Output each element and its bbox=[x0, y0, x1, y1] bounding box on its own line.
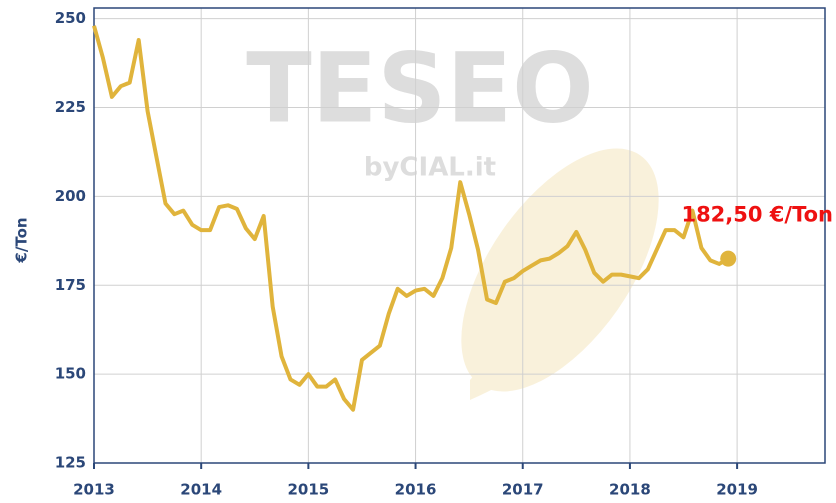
y-tick-label: 150 bbox=[55, 365, 86, 383]
x-tick-label: 2013 bbox=[73, 481, 115, 499]
y-axis-title: €/Ton bbox=[13, 217, 31, 263]
plot-frame bbox=[93, 7, 826, 464]
watermark: TESEO bbox=[246, 32, 593, 144]
x-tick-label: 2014 bbox=[180, 481, 222, 499]
watermark-sub: byCIAL.it bbox=[364, 153, 496, 183]
y-tick-label: 250 bbox=[55, 9, 86, 27]
corn-watermark bbox=[461, 148, 659, 400]
x-tick-label: 2019 bbox=[716, 481, 758, 499]
x-tick-label: 2016 bbox=[395, 481, 437, 499]
series-line bbox=[92, 25, 730, 412]
y-tick-label: 225 bbox=[55, 98, 86, 116]
x-tick-label: 2018 bbox=[609, 481, 651, 499]
last-point bbox=[720, 250, 737, 267]
annotation: 182,50 €/Ton bbox=[681, 203, 833, 227]
y-tick-label: 125 bbox=[55, 454, 86, 472]
x-tick-label: 2015 bbox=[287, 481, 329, 499]
y-tick-label: 200 bbox=[55, 187, 86, 205]
y-tick-label: 175 bbox=[55, 276, 86, 294]
x-tick-label: 2017 bbox=[502, 481, 544, 499]
